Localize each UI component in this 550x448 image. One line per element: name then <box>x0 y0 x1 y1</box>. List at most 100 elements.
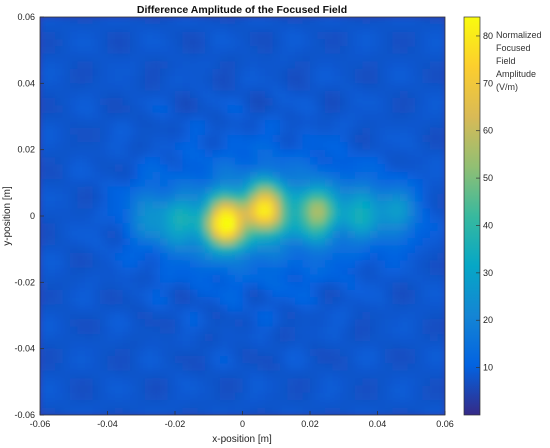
heatmap-cell <box>400 238 409 247</box>
heatmap-cell <box>100 186 109 195</box>
heatmap-cell <box>422 186 431 195</box>
heatmap-cell <box>92 164 101 173</box>
heatmap-cell <box>85 61 94 70</box>
heatmap-cell <box>55 392 64 401</box>
heatmap-cell <box>47 370 56 379</box>
heatmap-cell <box>40 75 49 84</box>
heatmap-cell <box>242 230 251 239</box>
heatmap-cell <box>100 171 109 180</box>
heatmap-cell <box>347 407 356 415</box>
heatmap-cell <box>137 201 146 210</box>
heatmap-cell <box>212 356 221 365</box>
heatmap-cell <box>257 157 266 166</box>
heatmap-cell <box>220 407 229 415</box>
heatmap-cell <box>400 39 409 48</box>
heatmap-cell <box>295 98 304 107</box>
heatmap-cell <box>272 260 281 269</box>
heatmap-cell <box>92 53 101 62</box>
heatmap-cell <box>115 230 124 239</box>
heatmap-cell <box>295 120 304 129</box>
heatmap-cell <box>280 75 289 84</box>
heatmap-cell <box>77 61 86 70</box>
heatmap-cell <box>40 378 49 387</box>
heatmap-cell <box>280 24 289 33</box>
heatmap-cell <box>212 193 221 202</box>
heatmap-cell <box>272 223 281 232</box>
heatmap-cell <box>175 127 184 136</box>
heatmap-cell <box>92 348 101 357</box>
heatmap-cell <box>332 274 341 283</box>
heatmap-cell <box>242 370 251 379</box>
heatmap-cell <box>422 127 431 136</box>
heatmap-cell <box>280 164 289 173</box>
heatmap-cell <box>235 193 244 202</box>
heatmap-cell <box>227 260 236 269</box>
heatmap-cell <box>235 356 244 365</box>
heatmap-cell <box>115 75 124 84</box>
heatmap-cell <box>265 267 274 276</box>
heatmap-cell <box>257 274 266 283</box>
heatmap-cell <box>362 304 371 313</box>
heatmap-cell <box>137 90 146 99</box>
heatmap-cell <box>392 274 401 283</box>
heatmap-cell <box>242 112 251 121</box>
heatmap-cell <box>190 297 199 306</box>
heatmap-cell <box>415 98 424 107</box>
heatmap-cell <box>400 297 409 306</box>
heatmap-cell <box>377 245 386 254</box>
heatmap-cell <box>182 53 191 62</box>
heatmap-cell <box>92 127 101 136</box>
heatmap-cell <box>55 400 64 409</box>
heatmap-cell <box>182 407 191 415</box>
heatmap-cell <box>47 392 56 401</box>
heatmap-cell <box>92 208 101 217</box>
heatmap-cell <box>152 348 161 357</box>
heatmap-cell <box>235 142 244 151</box>
heatmap-cell <box>430 223 439 232</box>
heatmap-cell <box>167 186 176 195</box>
heatmap-cell <box>85 304 94 313</box>
heatmap-cell <box>55 31 64 40</box>
heatmap-cell <box>167 17 176 25</box>
heatmap-cell <box>62 341 71 350</box>
heatmap-cell <box>400 112 409 121</box>
x-tick-label: 0 <box>240 419 245 429</box>
heatmap-cell <box>197 326 206 335</box>
heatmap-cell <box>115 127 124 136</box>
heatmap-cell <box>55 260 64 269</box>
heatmap-cell <box>287 134 296 143</box>
heatmap-cell <box>310 83 319 92</box>
heatmap-cell <box>377 186 386 195</box>
heatmap-cell <box>310 164 319 173</box>
heatmap-cell <box>152 304 161 313</box>
heatmap-cell <box>407 319 416 328</box>
heatmap-cell <box>250 193 259 202</box>
heatmap-cell <box>362 282 371 291</box>
heatmap-cell <box>122 39 131 48</box>
heatmap-cell <box>115 319 124 328</box>
heatmap-cell <box>370 400 379 409</box>
heatmap-cell <box>92 341 101 350</box>
heatmap-cell <box>347 61 356 70</box>
heatmap-cell <box>70 333 79 342</box>
heatmap-cell <box>385 297 394 306</box>
heatmap-cell <box>242 164 251 173</box>
heatmap-cell <box>407 186 416 195</box>
heatmap-cell <box>407 341 416 350</box>
heatmap-cell <box>257 31 266 40</box>
heatmap-cell <box>40 319 49 328</box>
heatmap-cell <box>332 238 341 247</box>
heatmap-cell <box>265 304 274 313</box>
heatmap-cell <box>160 90 169 99</box>
heatmap-cell <box>242 385 251 394</box>
heatmap-cell <box>167 274 176 283</box>
heatmap-cell <box>167 378 176 387</box>
heatmap-cell <box>145 39 154 48</box>
heatmap-cell <box>130 333 139 342</box>
heatmap-cell <box>190 31 199 40</box>
heatmap-cell <box>62 304 71 313</box>
heatmap-cell <box>55 407 64 415</box>
heatmap-cell <box>325 90 334 99</box>
heatmap-cell <box>235 245 244 254</box>
heatmap-cell <box>115 333 124 342</box>
